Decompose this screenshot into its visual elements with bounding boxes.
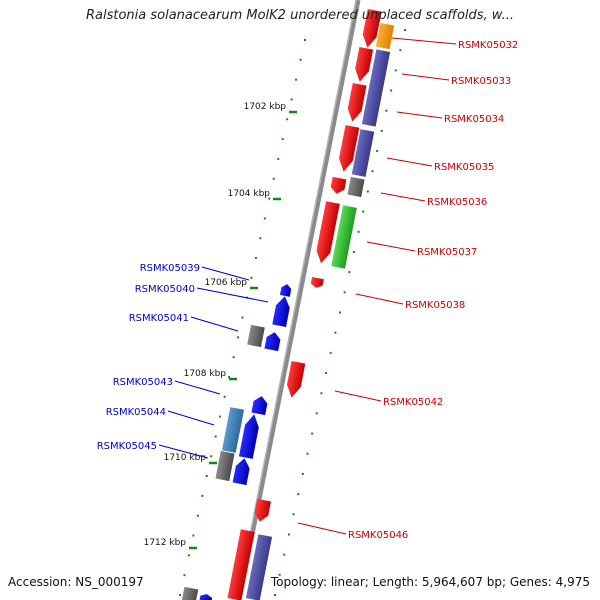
accession-text: Accession: NS_000197 bbox=[8, 575, 144, 589]
gene-box-green bbox=[331, 205, 357, 269]
gene-label: RSMK05046 bbox=[348, 530, 408, 541]
gene-label: RSMK05034 bbox=[444, 114, 504, 125]
gene-box-gray bbox=[347, 176, 365, 198]
gene-label: RSMK05045 bbox=[97, 441, 157, 452]
gene-arrow bbox=[347, 83, 367, 122]
gene-box-steel bbox=[221, 407, 245, 453]
gene-label: RSMK05039 bbox=[140, 263, 200, 274]
gene-box-red bbox=[227, 529, 255, 600]
gene-leader-line bbox=[158, 444, 209, 459]
gene-arrow-reverse bbox=[232, 458, 250, 486]
gene-leader-line bbox=[386, 157, 433, 167]
gene-leader-line bbox=[391, 37, 457, 45]
gene-leader-line bbox=[396, 111, 443, 119]
tick-label: 1708 kbp bbox=[184, 369, 227, 379]
gene-arrow-reverse bbox=[264, 332, 281, 352]
gene-leader-line bbox=[380, 192, 426, 202]
gene-arrow-reverse bbox=[279, 284, 292, 297]
gene-label: RSMK05032 bbox=[458, 40, 518, 51]
gene-leader-line bbox=[190, 316, 239, 332]
tick-label: 1704 kbp bbox=[228, 189, 271, 199]
gene-layer bbox=[181, 9, 395, 600]
gene-label: RSMK05035 bbox=[434, 162, 494, 173]
gene-label: RSMK05033 bbox=[451, 76, 511, 87]
gene-label: RSMK05036 bbox=[427, 197, 487, 208]
gene-box-gray bbox=[215, 450, 235, 482]
gene-box-purple bbox=[245, 534, 273, 600]
sequence-backbone-highlight bbox=[236, 0, 357, 600]
sequence-summary: Topology: linear; Length: 5,964,607 bp; … bbox=[270, 575, 590, 589]
gene-box-orange bbox=[375, 22, 395, 50]
gene-arrow-reverse bbox=[199, 594, 213, 600]
gene-leader-line bbox=[355, 293, 404, 305]
gene-box-gray bbox=[247, 324, 265, 348]
gene-leader-line bbox=[196, 287, 269, 303]
gene-label: RSMK05042 bbox=[383, 397, 443, 408]
gene-leader-line bbox=[167, 410, 215, 426]
gene-arrow-reverse bbox=[272, 296, 290, 328]
gene-arrow bbox=[254, 498, 271, 522]
tick-label: 1702 kbp bbox=[244, 102, 287, 112]
gene-label: RSMK05043 bbox=[113, 377, 173, 388]
gene-box-gray bbox=[181, 586, 199, 600]
tick-label: 1712 kbp bbox=[144, 538, 187, 548]
gene-box-purple bbox=[351, 129, 375, 177]
gene-arrow bbox=[362, 9, 382, 48]
gene-arrow bbox=[286, 360, 306, 398]
gene-leader-line bbox=[297, 522, 347, 535]
gene-arrow-reverse bbox=[238, 414, 259, 459]
gene-label: RSMK05044 bbox=[106, 407, 166, 418]
gene-arrow bbox=[330, 176, 347, 194]
gene-label: RSMK05040 bbox=[135, 284, 195, 295]
gene-arrow bbox=[339, 125, 360, 172]
gene-label: RSMK05038 bbox=[405, 300, 465, 311]
gene-label: RSMK05037 bbox=[417, 247, 477, 258]
axis-layer: 1702 kbp 1704 kbp 1706 kbp 1708 kbp 1710 kbp… bbox=[144, 29, 406, 596]
tick-label: 1706 kbp bbox=[205, 278, 248, 288]
map-title: Ralstonia solanacearum MolK2 unordered u… bbox=[85, 8, 514, 23]
tick-label: 1710 kbp bbox=[164, 453, 207, 463]
gene-leader-line bbox=[401, 73, 450, 81]
gene-box-purple bbox=[361, 49, 391, 127]
gene-leader-line bbox=[174, 380, 221, 395]
gene-leader-line bbox=[201, 266, 250, 281]
gene-leader-line bbox=[366, 241, 416, 252]
label-layer: RSMK05032 RSMK05033 RSMK05034 RSMK05035 RSMK… bbox=[97, 37, 518, 541]
gene-arrow-reverse bbox=[251, 396, 268, 416]
gene-label: RSMK05041 bbox=[129, 313, 189, 324]
gene-leader-line bbox=[334, 390, 382, 402]
gene-arrow-small bbox=[310, 276, 324, 288]
gene-arrow bbox=[316, 201, 340, 264]
gene-arrow bbox=[355, 46, 374, 82]
